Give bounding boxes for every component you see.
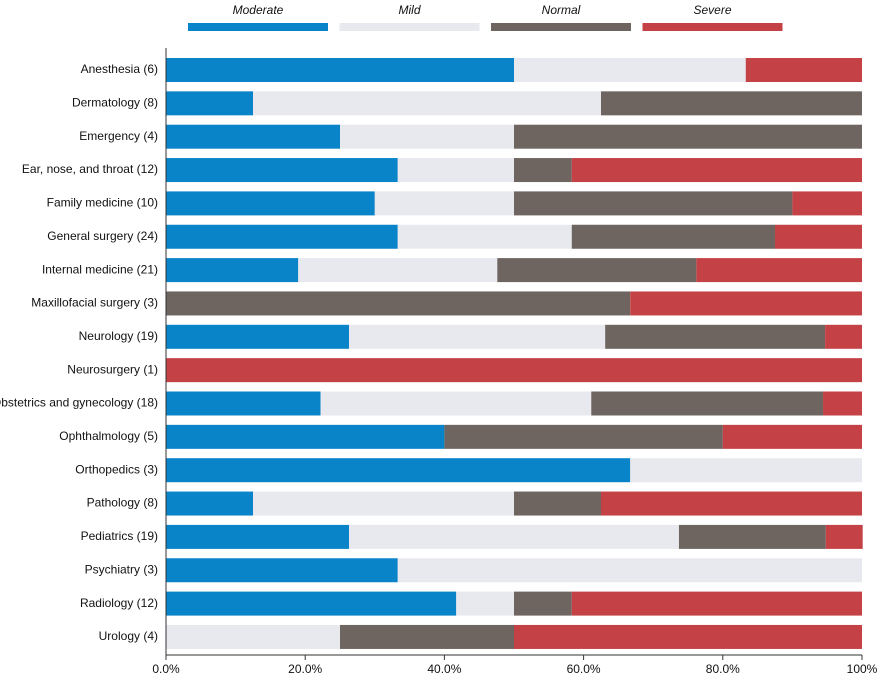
bar-segment — [166, 424, 445, 449]
y-tick-label: Family medicine (10) — [47, 196, 158, 210]
bar-segment — [166, 91, 253, 116]
y-tick-label: Radiology (12) — [80, 596, 158, 610]
x-tick-label: 0.0% — [152, 662, 180, 676]
bar-segment — [571, 158, 862, 183]
x-tick-label: 80.0% — [706, 662, 740, 676]
bar-segment — [166, 358, 862, 383]
bar-segment — [775, 224, 862, 249]
y-tick-label: Dermatology (8) — [72, 96, 158, 110]
bar-segment — [397, 158, 514, 183]
bar-segment — [166, 124, 340, 149]
bar-segment — [722, 424, 862, 449]
bar-segment — [823, 391, 862, 416]
bar-segment — [497, 258, 697, 283]
bar-segment — [591, 391, 824, 416]
bar-segment — [349, 524, 679, 549]
y-tick-label: Emergency (4) — [79, 129, 158, 143]
bar-segment — [601, 91, 862, 116]
bar-segment — [349, 324, 606, 349]
bar-segment — [397, 558, 862, 583]
y-tick-label: Orthopedics (3) — [75, 462, 158, 476]
x-tick-label: 40.0% — [427, 662, 461, 676]
bar-segment — [630, 291, 862, 316]
y-tick-label: Ear, nose, and throat (12) — [22, 162, 158, 176]
legend-label: Moderate — [233, 3, 284, 17]
bar-segment — [340, 124, 514, 149]
bar-segment — [825, 524, 863, 549]
bar-segment — [374, 191, 514, 216]
bar-segment — [340, 624, 514, 649]
y-tick-label: General surgery (24) — [47, 229, 158, 243]
x-tick-label: 100% — [847, 662, 878, 676]
bar-segment — [166, 558, 398, 583]
bar-segment — [514, 191, 793, 216]
bar-segment — [166, 158, 398, 183]
y-tick-label: Internal medicine (21) — [42, 262, 158, 276]
y-tick-label: Neurosurgery (1) — [67, 362, 158, 376]
bar-segment — [514, 624, 862, 649]
legend-swatch — [491, 23, 631, 31]
bar-segment — [456, 591, 514, 616]
bar-segment — [630, 458, 862, 483]
y-tick-label: Neurology (19) — [79, 329, 158, 343]
bar-segment — [166, 324, 350, 349]
bar-segment — [514, 124, 862, 149]
y-tick-label: Pediatrics (19) — [81, 529, 158, 543]
bar-segment — [696, 258, 862, 283]
legend-swatch — [642, 23, 783, 31]
bar-segment — [514, 591, 572, 616]
y-tick-label: Urology (4) — [99, 629, 158, 643]
bar-segment — [514, 491, 601, 516]
bar-segment — [166, 58, 514, 82]
bar-segment — [166, 624, 340, 649]
bar-segment — [166, 224, 398, 249]
bar-segment — [678, 524, 826, 549]
x-tick-label: 20.0% — [288, 662, 322, 676]
bar-segment — [166, 524, 350, 549]
bar-segment — [745, 58, 862, 82]
bar-segment — [298, 258, 498, 283]
bar-segment — [166, 458, 631, 483]
bar-segment — [571, 224, 775, 249]
legend-label: Normal — [542, 3, 581, 17]
bar-segment — [825, 324, 862, 349]
legend-swatch — [339, 23, 480, 31]
y-tick-label: Maxillofacial surgery (3) — [31, 296, 158, 310]
bar-segment — [514, 58, 746, 82]
bar-segment — [320, 391, 592, 416]
bar-segment — [514, 158, 572, 183]
bar-segment — [166, 591, 457, 616]
legend-swatch — [188, 23, 328, 31]
legend-label: Severe — [693, 3, 731, 17]
y-tick-label: Anesthesia (6) — [81, 62, 158, 76]
bar-segment — [601, 491, 862, 516]
bar-segment — [166, 391, 321, 416]
y-tick-label: Psychiatry (3) — [85, 562, 158, 576]
y-tick-label: Obstetrics and gynecology (18) — [0, 396, 158, 410]
x-tick-label: 60.0% — [567, 662, 601, 676]
bar-segment — [605, 324, 826, 349]
bar-segment — [253, 91, 601, 116]
bar-segment — [166, 291, 631, 316]
legend-label: Mild — [398, 3, 420, 17]
bar-segment — [571, 591, 862, 616]
bar-segment — [166, 191, 375, 216]
bar-segment — [397, 224, 572, 249]
bar-segment — [166, 258, 299, 283]
bar-segment — [444, 424, 723, 449]
bar-segment — [166, 491, 253, 516]
bar-segment — [792, 191, 862, 216]
y-tick-label: Ophthalmology (5) — [59, 429, 158, 443]
bar-segment — [253, 491, 514, 516]
y-tick-label: Pathology (8) — [87, 496, 158, 510]
